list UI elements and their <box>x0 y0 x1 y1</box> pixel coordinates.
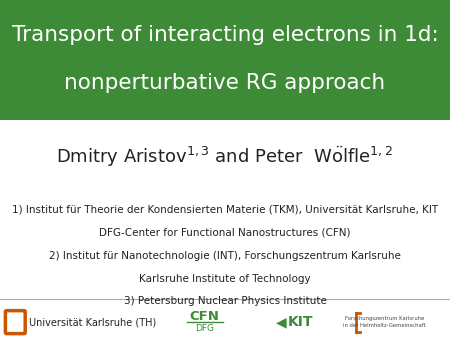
Text: Transport of interacting electrons in 1d:: Transport of interacting electrons in 1d… <box>12 25 438 46</box>
Text: ◀: ◀ <box>276 315 287 329</box>
Text: Forschungszentrum Karlsruhe: Forschungszentrum Karlsruhe <box>345 316 424 321</box>
Text: DFG-Center for Functional Nanostructures (CFN): DFG-Center for Functional Nanostructures… <box>99 227 351 238</box>
Text: in der Helmholtz-Gemeinschaft: in der Helmholtz-Gemeinschaft <box>343 323 426 328</box>
Text: CFN: CFN <box>190 310 220 322</box>
Text: Dmitry Aristov$^{1,3}$ and Peter  W$\ddot{\rm o}$lfle$^{1,2}$: Dmitry Aristov$^{1,3}$ and Peter W$\ddot… <box>57 145 393 169</box>
Text: 2) Institut für Nanotechnologie (INT), Forschungszentrum Karlsruhe: 2) Institut für Nanotechnologie (INT), F… <box>49 250 401 261</box>
Bar <box>0 0 450 120</box>
Text: nonperturbative RG approach: nonperturbative RG approach <box>64 73 386 93</box>
Text: 3) Petersburg Nuclear Physics Institute: 3) Petersburg Nuclear Physics Institute <box>124 296 326 307</box>
Text: KIT: KIT <box>288 315 313 329</box>
Text: Karlsruhe Institute of Technology: Karlsruhe Institute of Technology <box>139 273 311 284</box>
Text: DFG: DFG <box>195 324 214 333</box>
Text: Universität Karlsruhe (TH): Universität Karlsruhe (TH) <box>29 317 157 327</box>
Text: 1) Institut für Theorie der Kondensierten Materie (TKM), Universität Karlsruhe, : 1) Institut für Theorie der Kondensierte… <box>12 204 438 215</box>
